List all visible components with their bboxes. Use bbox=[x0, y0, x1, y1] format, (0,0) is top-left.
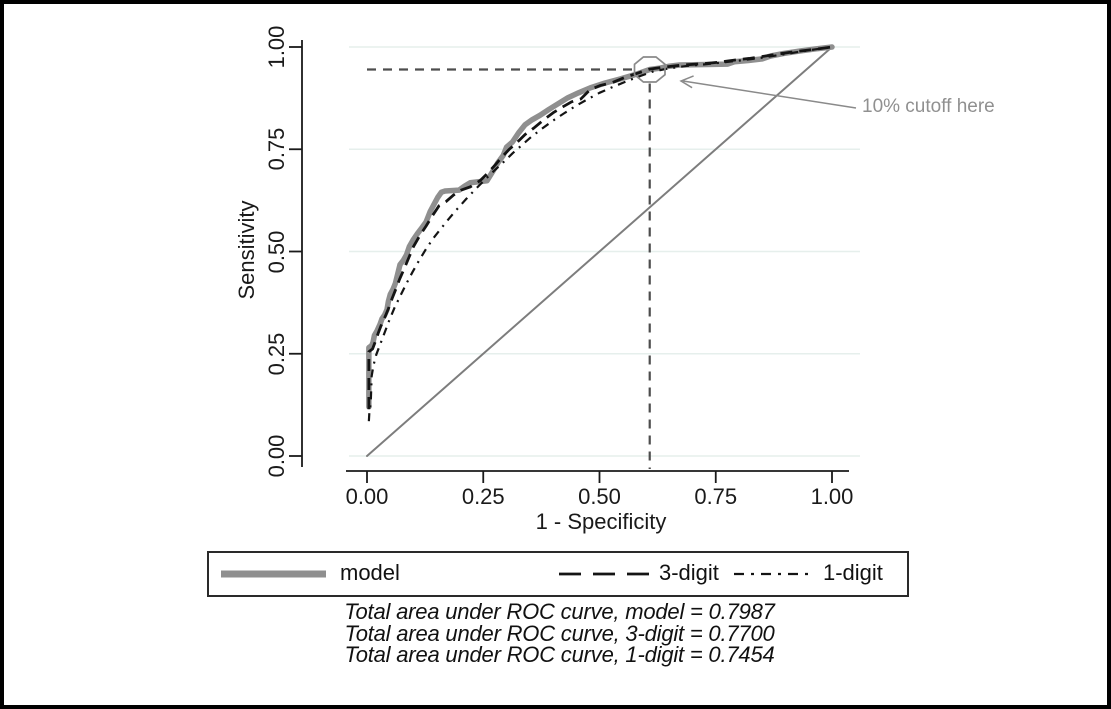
y-tick-label: 0.00 bbox=[264, 434, 289, 478]
x-axis-title: 1 - Specificity bbox=[535, 509, 667, 534]
y-tick-label: 1.00 bbox=[264, 25, 289, 69]
cutoff-circle bbox=[633, 56, 666, 83]
roc-curve-model bbox=[366, 44, 835, 410]
x-tick-label: 1.00 bbox=[810, 484, 854, 509]
auc-footnote-3-digit: Total area under ROC curve, 3-digit = 0.… bbox=[344, 620, 775, 646]
x-tick-label: 0.00 bbox=[345, 484, 389, 509]
legend-label-3-digit: 3-digit bbox=[659, 559, 719, 585]
y-axis-title: Sensitivity bbox=[234, 200, 259, 300]
legend-box: model 3-digit 1-digit bbox=[207, 551, 909, 597]
y-tick-label: 0.25 bbox=[264, 332, 289, 376]
legend-swatches bbox=[221, 570, 815, 578]
roc-curve-3-digit bbox=[367, 45, 833, 409]
x-tick-label: 0.75 bbox=[694, 484, 738, 509]
auc-footnote-1-digit: Total area under ROC curve, 1-digit = 0.… bbox=[344, 642, 775, 667]
roc-curve-reference bbox=[366, 46, 833, 457]
x-tick-label: 0.25 bbox=[461, 484, 505, 509]
legend-label-1-digit: 1-digit bbox=[823, 559, 883, 585]
auc-footnotes: Total area under ROC curve, model = 0.79… bbox=[4, 599, 1107, 667]
roc-plot bbox=[289, 40, 860, 483]
annotation-arrow-line bbox=[682, 80, 857, 109]
y-tick-label: 0.75 bbox=[264, 127, 289, 171]
auc-footnote-model: Total area under ROC curve, model = 0.79… bbox=[344, 599, 775, 624]
y-tick-label: 0.50 bbox=[264, 230, 289, 273]
legend-label-model: model bbox=[340, 559, 400, 585]
annotation-arrow-head bbox=[679, 75, 694, 89]
roc-curve-1-digit bbox=[367, 45, 833, 422]
x-tick-label: 0.50 bbox=[578, 484, 621, 509]
cutoff-annotation-label: 10% cutoff here bbox=[862, 96, 995, 117]
